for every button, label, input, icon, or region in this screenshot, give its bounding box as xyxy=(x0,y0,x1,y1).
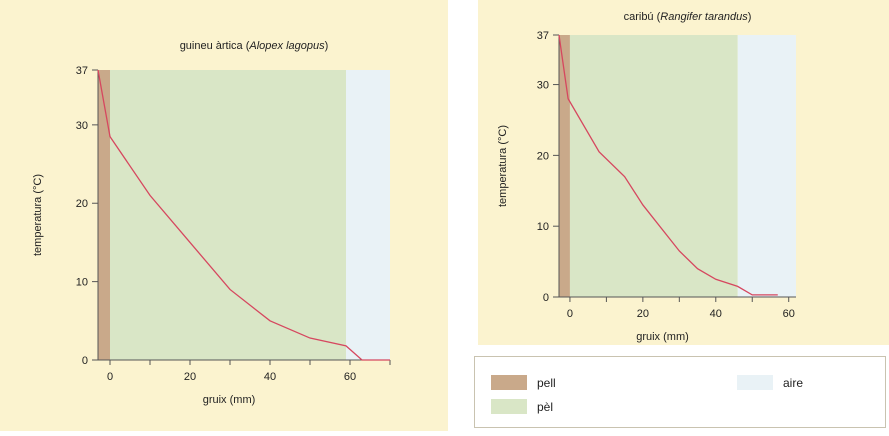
x-tick-label: 60 xyxy=(344,371,356,383)
x-axis-label: gruix (mm) xyxy=(203,394,256,406)
zone-pell xyxy=(559,35,570,297)
legend-item-pell: pell xyxy=(491,375,556,390)
y-tick-label: 10 xyxy=(537,221,549,233)
chart-title: caribú (Rangifer tarandus) xyxy=(624,11,752,23)
zone-aire xyxy=(346,70,390,360)
x-tick-label: 60 xyxy=(783,308,795,320)
legend-swatch-aire xyxy=(737,375,773,390)
y-tick-label: 30 xyxy=(76,120,88,132)
chart-panel-arctic-fox: 0 10 20 30 37 0 20 40 60 guineu àrtica (Alopex la… xyxy=(0,0,448,431)
chart-caribou: 0 10 20 30 37 0 20 40 60 caribú (Rangifer tarandu… xyxy=(497,11,796,343)
legend-swatch-pel xyxy=(491,399,527,414)
zone-aire xyxy=(737,35,796,297)
temperature-line xyxy=(97,69,390,361)
y-axis-label: temperatura (°C) xyxy=(497,125,509,207)
x-tick-label: 0 xyxy=(107,371,113,383)
chart-arctic-fox: 0 10 20 30 37 0 20 40 60 guineu àrtica (Alopex la… xyxy=(32,40,391,406)
legend-swatch-pell xyxy=(491,375,527,390)
zone-pel xyxy=(110,70,346,360)
y-axis-label: temperatura (°C) xyxy=(32,174,44,256)
y-tick-label: 10 xyxy=(76,277,88,289)
legend-item-pel: pèl xyxy=(491,399,553,414)
temperature-line xyxy=(558,34,778,296)
legend: pell pèl aire xyxy=(474,356,886,428)
legend-label-aire: aire xyxy=(783,375,804,390)
y-tick-label: 37 xyxy=(537,30,549,42)
y-tick-label: 20 xyxy=(76,198,88,210)
chart-title: guineu àrtica (Alopex lagopus) xyxy=(180,40,329,52)
zone-pel xyxy=(569,35,738,297)
y-tick-label: 0 xyxy=(82,355,88,367)
chart-panel-caribou: 0 10 20 30 37 0 20 40 60 caribú (Rangifer tarandu… xyxy=(478,0,889,345)
x-tick-label: 20 xyxy=(637,308,649,320)
x-tick-label: 20 xyxy=(184,371,196,383)
y-tick-label: 20 xyxy=(537,150,549,162)
y-tick-label: 30 xyxy=(537,80,549,92)
x-tick-label: 40 xyxy=(264,371,276,383)
x-tick-label: 0 xyxy=(567,308,573,320)
zone-pell xyxy=(98,70,110,360)
y-tick-label: 0 xyxy=(543,292,549,304)
legend-label-pel: pèl xyxy=(537,399,554,414)
y-tick-label: 37 xyxy=(76,65,88,77)
x-axis-label: gruix (mm) xyxy=(636,331,689,343)
x-tick-label: 40 xyxy=(710,308,722,320)
legend-item-aire: aire xyxy=(737,375,803,390)
legend-label-pell: pell xyxy=(537,375,556,390)
